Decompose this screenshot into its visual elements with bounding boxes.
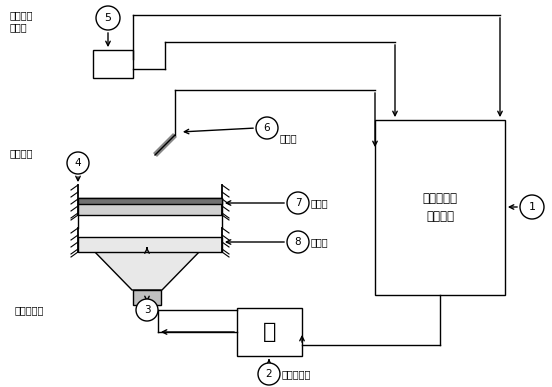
Circle shape: [520, 195, 544, 219]
Polygon shape: [92, 249, 202, 290]
Bar: [78, 198, 222, 204]
Bar: [375, 120, 505, 295]
Bar: [237, 308, 302, 356]
Circle shape: [136, 299, 158, 321]
Circle shape: [287, 231, 309, 253]
Circle shape: [96, 6, 120, 30]
Text: 激励台: 激励台: [311, 237, 328, 247]
Text: 5: 5: [104, 13, 112, 23]
Circle shape: [258, 363, 280, 385]
Bar: [93, 50, 133, 78]
Text: 3: 3: [144, 305, 150, 315]
Bar: [133, 290, 161, 305]
Circle shape: [67, 152, 89, 174]
Text: 8: 8: [295, 237, 301, 247]
Text: 1: 1: [528, 202, 535, 212]
Text: 被测部件: 被测部件: [10, 148, 34, 158]
Text: 2: 2: [266, 369, 272, 379]
Text: 工作台: 工作台: [311, 198, 328, 208]
Text: 6: 6: [264, 123, 270, 133]
Circle shape: [287, 192, 309, 214]
Circle shape: [256, 117, 278, 139]
Bar: [78, 198, 222, 215]
Text: 数据采集分
析处理器: 数据采集分 析处理器: [422, 192, 458, 223]
Text: 7: 7: [295, 198, 301, 208]
Text: 功率放大器: 功率放大器: [282, 369, 311, 379]
Text: 传声器: 传声器: [280, 133, 298, 143]
Bar: [78, 237, 222, 252]
Text: 激励扬声器: 激励扬声器: [15, 305, 44, 315]
Text: 《: 《: [263, 322, 276, 342]
Text: 4: 4: [75, 158, 81, 168]
Text: 激光位移
传感器: 激光位移 传感器: [10, 10, 34, 33]
